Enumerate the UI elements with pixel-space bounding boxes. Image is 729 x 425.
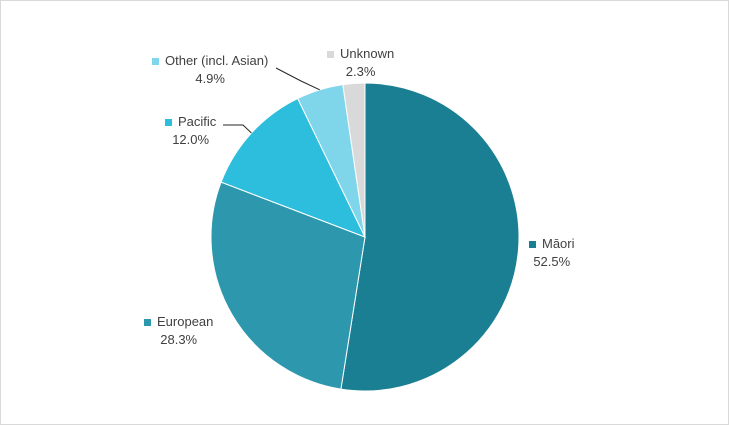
slice-name-unknown: Unknown [340, 46, 395, 61]
data-label-maori: Māori 52.5% [529, 235, 575, 271]
pie-slice-maori [340, 82, 520, 392]
slice-name-other: Other (incl. Asian) [165, 53, 269, 68]
swatch-european [144, 318, 151, 326]
data-label-pacific: Pacific 12.0% [165, 113, 216, 149]
slice-value-maori: 52.5% [533, 254, 571, 269]
swatch-other [152, 57, 159, 65]
pie-slice-unknown [342, 82, 366, 238]
leader-line-other [275, 67, 320, 91]
slice-value-pacific: 12.0% [172, 132, 210, 147]
leader-line-pacific [223, 124, 252, 134]
data-label-european: European 28.3% [144, 313, 213, 349]
pie-slice-european [210, 181, 366, 390]
slice-name-pacific: Pacific [178, 114, 217, 129]
data-label-unknown: Unknown 2.3% [327, 45, 394, 81]
swatch-pacific [165, 118, 172, 126]
swatch-maori [529, 240, 536, 248]
slice-name-maori: Māori [542, 236, 575, 251]
slice-value-european: 28.3% [160, 332, 198, 347]
slice-value-other: 4.9% [195, 71, 225, 86]
data-label-other: Other (incl. Asian) 4.9% [152, 52, 268, 88]
slice-name-european: European [157, 314, 214, 329]
swatch-unknown [327, 50, 334, 58]
slice-value-unknown: 2.3% [345, 64, 376, 79]
